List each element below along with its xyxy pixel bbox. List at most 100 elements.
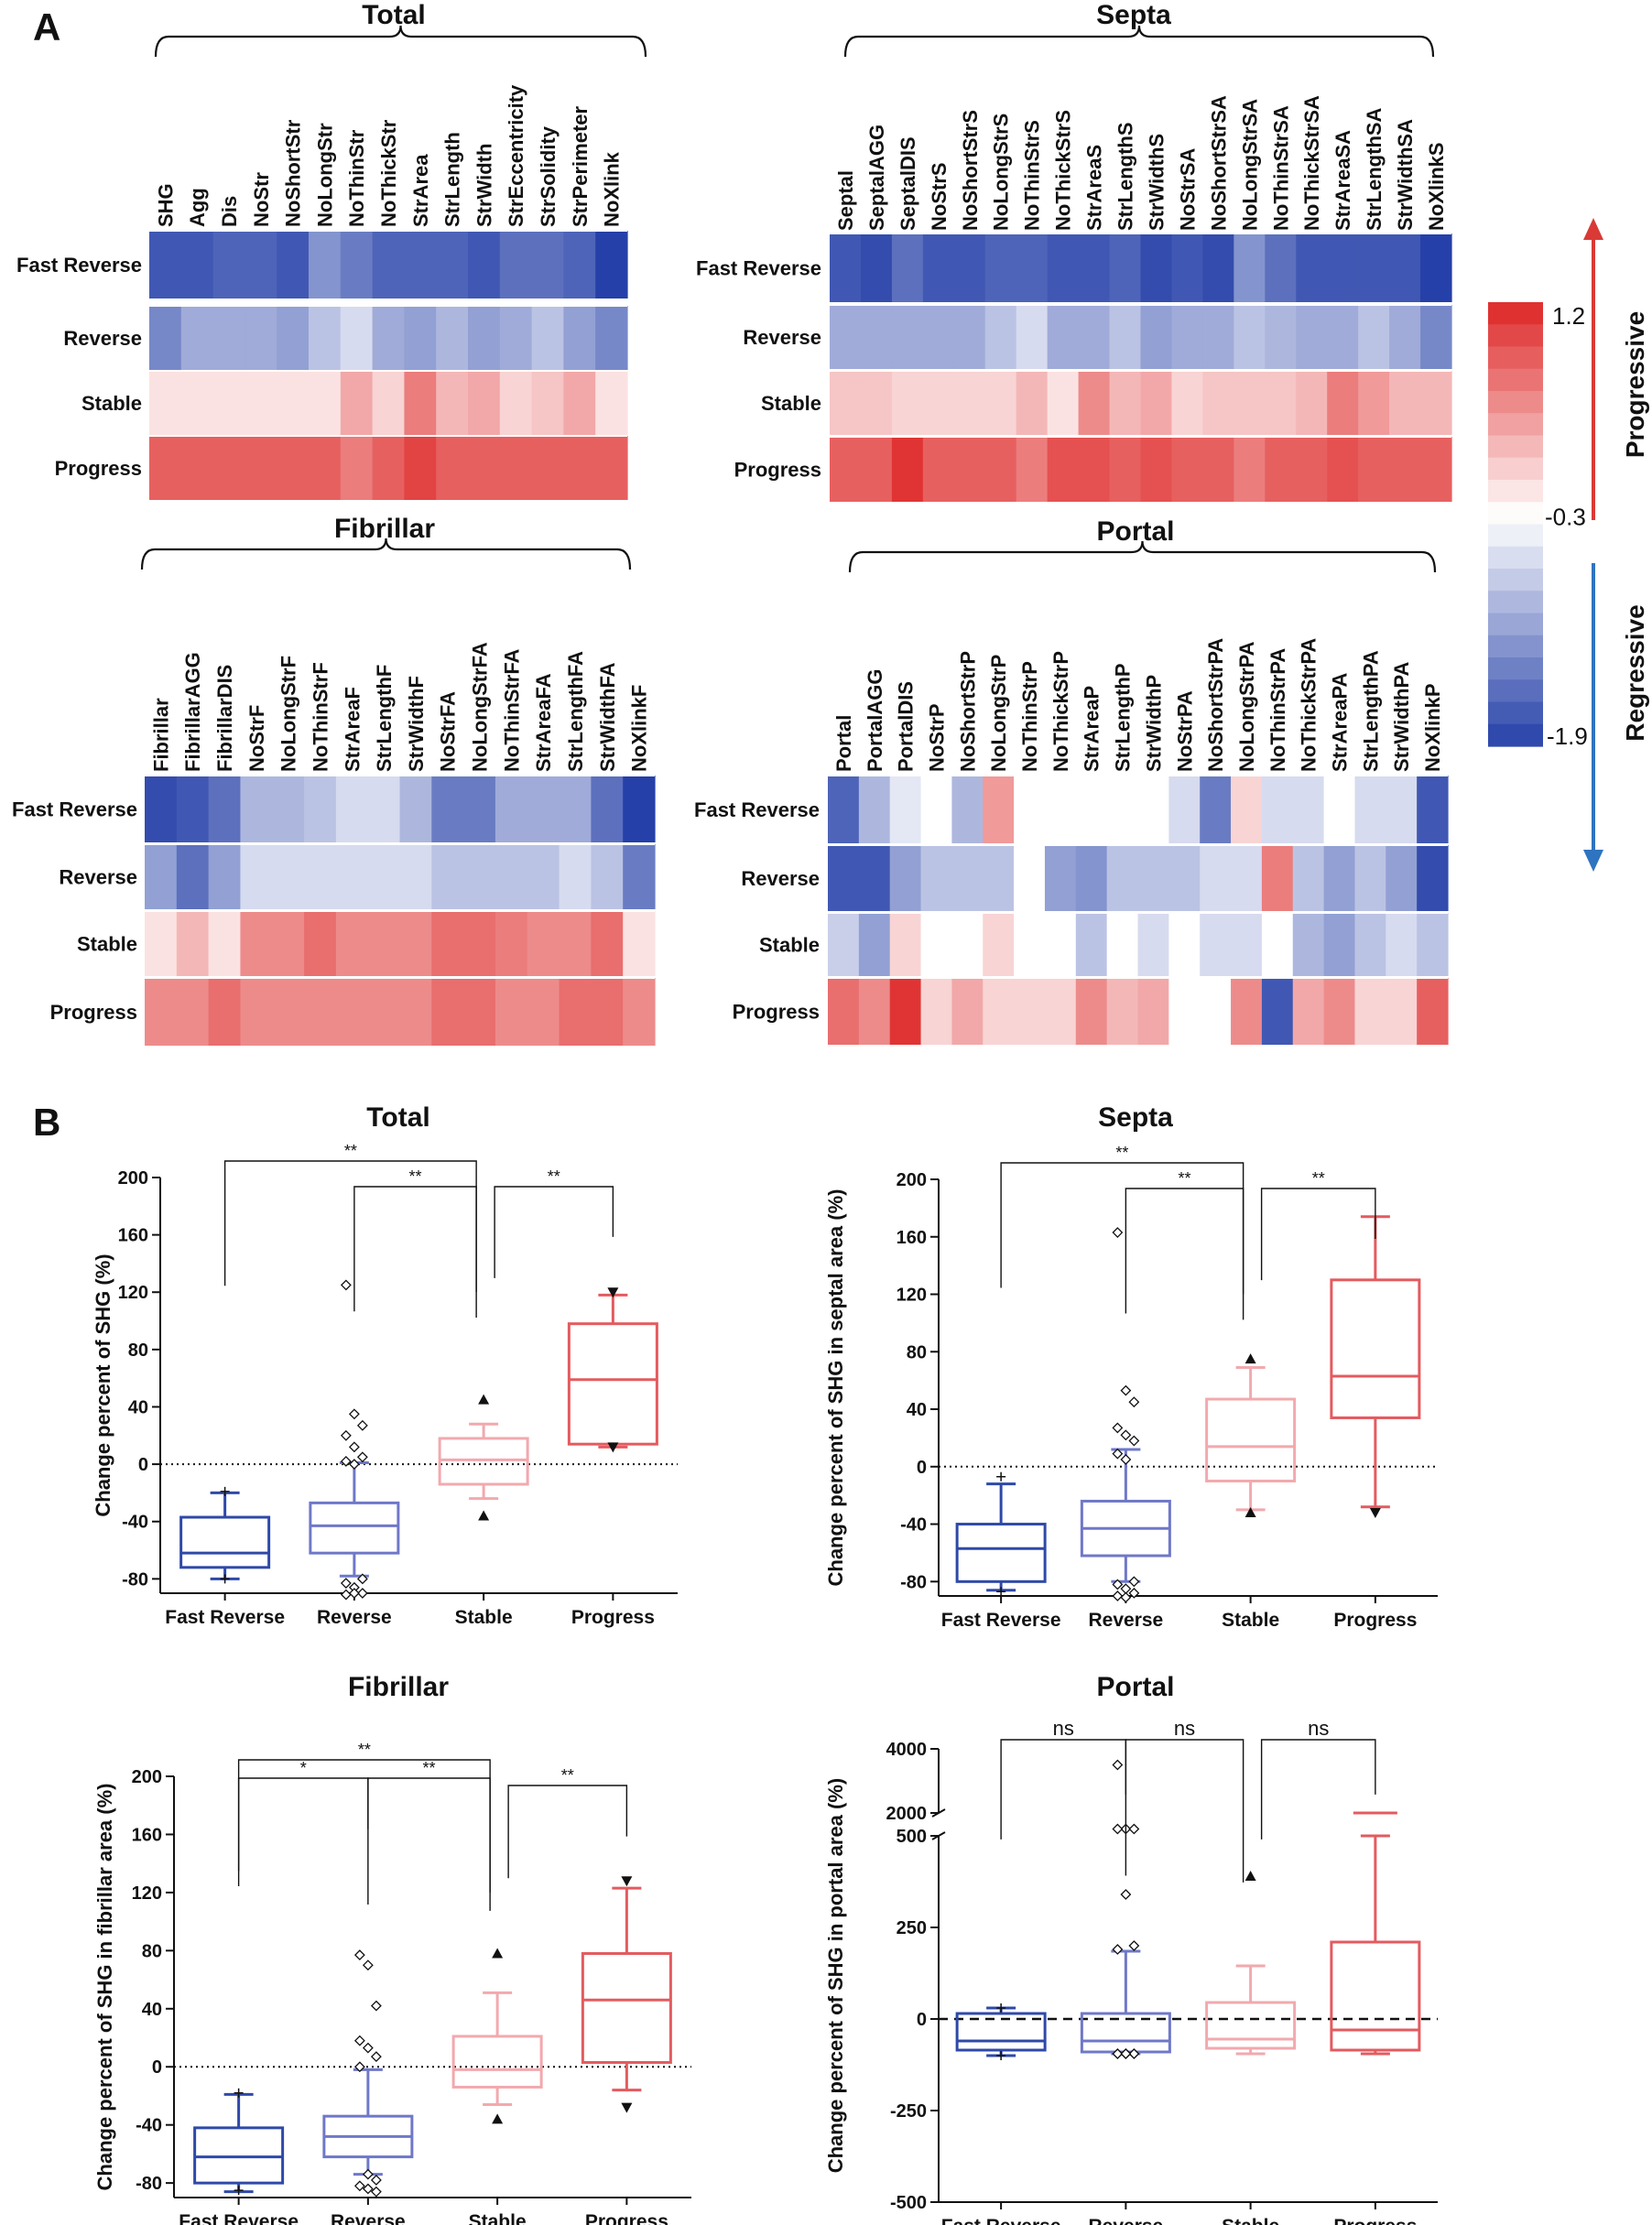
heatmap-column-label: NoStrP <box>925 703 948 772</box>
significance-bracket: ns <box>1260 1717 1376 1840</box>
heatmap-column-label: StrWidthSA <box>1394 119 1417 231</box>
heatmap-column-label: StrSolidity <box>537 125 560 227</box>
y-tick-label: 80 <box>128 1340 148 1361</box>
heatmap-cell <box>176 911 210 976</box>
y-tick-label: 200 <box>132 1767 162 1787</box>
heatmap-cell <box>499 436 533 500</box>
heatmap-cell <box>1078 371 1111 435</box>
y-tick-label: -80 <box>900 1572 927 1592</box>
heatmap-column-label: NoShortStr <box>282 119 305 227</box>
heatmap-cell <box>595 371 628 435</box>
heatmap-cell <box>277 371 310 435</box>
heatmap-cell <box>1386 978 1418 1045</box>
heatmap-cell <box>245 231 277 298</box>
heatmap-row-label: Fast Reverse <box>12 798 137 821</box>
box-iqr <box>1330 1278 1421 1419</box>
bracket-line <box>1125 1188 1244 1320</box>
heatmap-cell <box>1168 776 1201 843</box>
heatmap-cell <box>468 231 501 298</box>
heatmap-column-label: StrAreaS <box>1083 145 1106 231</box>
y-tick-label: 40 <box>128 1397 148 1417</box>
bracket-label: ** <box>358 1741 371 1759</box>
extreme-marker <box>492 2113 504 2124</box>
heatmap-column-label: StrWidthFA <box>596 662 619 772</box>
heatmap-cell <box>1014 776 1046 843</box>
heatmap-cell <box>367 844 401 909</box>
heatmap-cell <box>372 306 405 370</box>
legend-mid-label: -0.3 <box>1545 504 1586 531</box>
heatmap-cell <box>591 911 624 976</box>
boxplot-total: Total Change percent of SHG (%) -80 -40 0 40 8… <box>92 1102 678 1628</box>
heatmap-cell <box>984 233 1017 302</box>
y-tick-label: 40 <box>142 2000 162 2020</box>
heatmap-cell <box>1109 305 1142 369</box>
outlier-point <box>353 2180 365 2192</box>
y-tick-label: 200 <box>118 1168 148 1188</box>
heatmap-cell <box>149 306 182 370</box>
heatmap-cell <box>1171 233 1203 302</box>
y-tick-label: -80 <box>122 1569 148 1590</box>
box-stable <box>1205 1353 1297 1517</box>
heatmap-column-label: PortalDIS <box>895 681 918 772</box>
bracket-line <box>237 1759 491 1893</box>
heatmap-cell <box>1386 845 1418 911</box>
heatmap-cell <box>245 371 277 435</box>
heatmap-cell <box>889 913 922 976</box>
outlier-point <box>1112 1227 1124 1238</box>
heatmap-cell <box>1389 371 1421 435</box>
y-tick-label: -40 <box>136 2116 162 2136</box>
box-reverse <box>309 1279 400 1601</box>
panel-label-a: A <box>33 5 60 49</box>
heatmap-septa: Septa Septal SeptalAGG SeptalDIS NoStrS NoSho… <box>696 0 1452 502</box>
heatmap-column-label: SHG <box>154 183 177 227</box>
heatmap-cell <box>1047 305 1080 369</box>
heatmap-cell <box>1168 913 1201 976</box>
y-tick-label: -40 <box>122 1513 148 1533</box>
heatmap-column-label: NoThinStrPA <box>1266 648 1289 772</box>
heatmap-title: Total <box>362 0 425 30</box>
extreme-marker <box>1244 1507 1256 1517</box>
heatmap-cell <box>922 305 955 369</box>
heatmap-cell <box>920 913 952 976</box>
heatmap-row-label: Stable <box>761 392 821 415</box>
boxplot-title: Total <box>366 1102 429 1133</box>
heatmap-cell <box>1106 913 1139 976</box>
boxplot-title: Fibrillar <box>348 1672 449 1702</box>
extreme-marker <box>607 1287 619 1298</box>
heatmap-cell <box>889 978 922 1045</box>
heatmap-cell <box>984 371 1017 435</box>
heatmap-column-label: StrLengthS <box>1114 122 1137 231</box>
heatmap-cell <box>340 306 374 370</box>
heatmap-cell <box>595 436 628 500</box>
heatmap-cell <box>858 978 891 1045</box>
heatmap-column-label: NoThickStrS <box>1052 110 1075 231</box>
heatmap-cell <box>340 231 374 298</box>
legend-color-step <box>1488 435 1543 459</box>
heatmap-column-label: StrAreaF <box>341 687 364 772</box>
heatmap-cell <box>920 776 952 843</box>
heatmap-cell <box>468 306 501 370</box>
outlier-point <box>348 1441 360 1453</box>
boxplot-septa: Septa Change percent of SHG in septal are… <box>824 1102 1438 1631</box>
heatmap-cell <box>1140 233 1173 302</box>
bracket-label: ns <box>1053 1717 1074 1740</box>
heatmap-cell <box>1016 371 1049 435</box>
outlier-point <box>1128 1587 1140 1599</box>
outlier-point <box>1128 1940 1140 1951</box>
heatmap-cell <box>145 776 178 842</box>
heatmap-cell <box>176 978 210 1046</box>
bracket-label: ** <box>1178 1169 1190 1188</box>
heatmap-cell <box>431 844 464 909</box>
heatmap-cell <box>1016 305 1049 369</box>
heatmap-cell <box>1078 437 1111 502</box>
box-progress <box>581 1876 672 2113</box>
extreme-marker <box>1244 1871 1256 1881</box>
heatmap-column-label: StrWidthP <box>1142 675 1165 772</box>
heatmap-cell <box>180 371 214 435</box>
heatmap-column-label: NoXlinkF <box>628 685 651 772</box>
outlier-point <box>370 2000 382 2012</box>
outlier-point <box>1128 1435 1140 1447</box>
heatmap-cell <box>145 978 178 1046</box>
heatmap-cell <box>591 776 624 842</box>
heatmap-column-label: NoLongStrSA <box>1238 99 1261 231</box>
